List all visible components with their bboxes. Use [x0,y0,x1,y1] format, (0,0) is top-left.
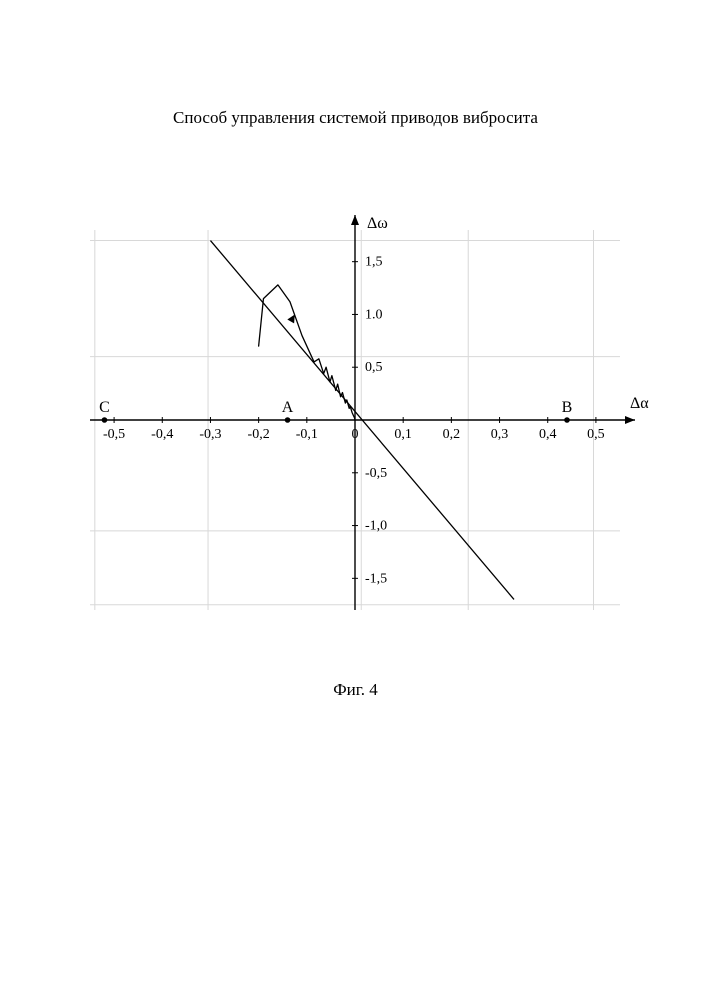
phase-plane-chart: -0,5 -0,4 -0,3 -0,2 -0,1 0 0,1 0,2 0,3 0,4 0,5 -1,5… [70,220,660,640]
phase-point-label: C [99,399,110,416]
trajectory-curve [259,285,355,420]
figure-caption: Фиг. 4 [0,680,711,700]
x-tick-label: 0,4 [539,427,557,442]
x-tick-label: 0,3 [491,427,509,442]
phase-point-label: A [282,399,294,416]
phase-point [102,417,108,423]
x-tick-label: -0,4 [151,427,173,442]
x-tick-label: -0,2 [248,427,270,442]
x-tick-label: -0,3 [199,427,221,442]
x-tick-label: -0,1 [296,427,318,442]
x-tick-label: 0,1 [394,427,412,442]
phase-point-label: B [562,399,573,416]
y-tick-label: -1,0 [365,519,387,534]
x-axis-label: Δα [630,395,649,412]
y-tick-label: 1.0 [365,307,383,322]
y-tick-label: 0,5 [365,360,383,375]
y-tick-label: -1,5 [365,571,387,586]
y-tick-label: -0,5 [365,466,387,481]
x-tick-label: 0 [352,427,359,442]
page-title: Способ управления системой приводов вибр… [0,108,711,128]
x-tick-label: -0,5 [103,427,125,442]
x-tick-label: 0,5 [587,427,605,442]
y-axis-label: Δω [367,215,388,232]
x-axis-arrow-icon [625,416,635,424]
y-axis-arrow-icon [351,215,359,225]
y-tick-label: 1,5 [365,255,383,270]
trajectory-arrow-icon [287,314,294,323]
phase-point [564,417,570,423]
x-tick-label: 0,2 [443,427,461,442]
phase-point [285,417,291,423]
